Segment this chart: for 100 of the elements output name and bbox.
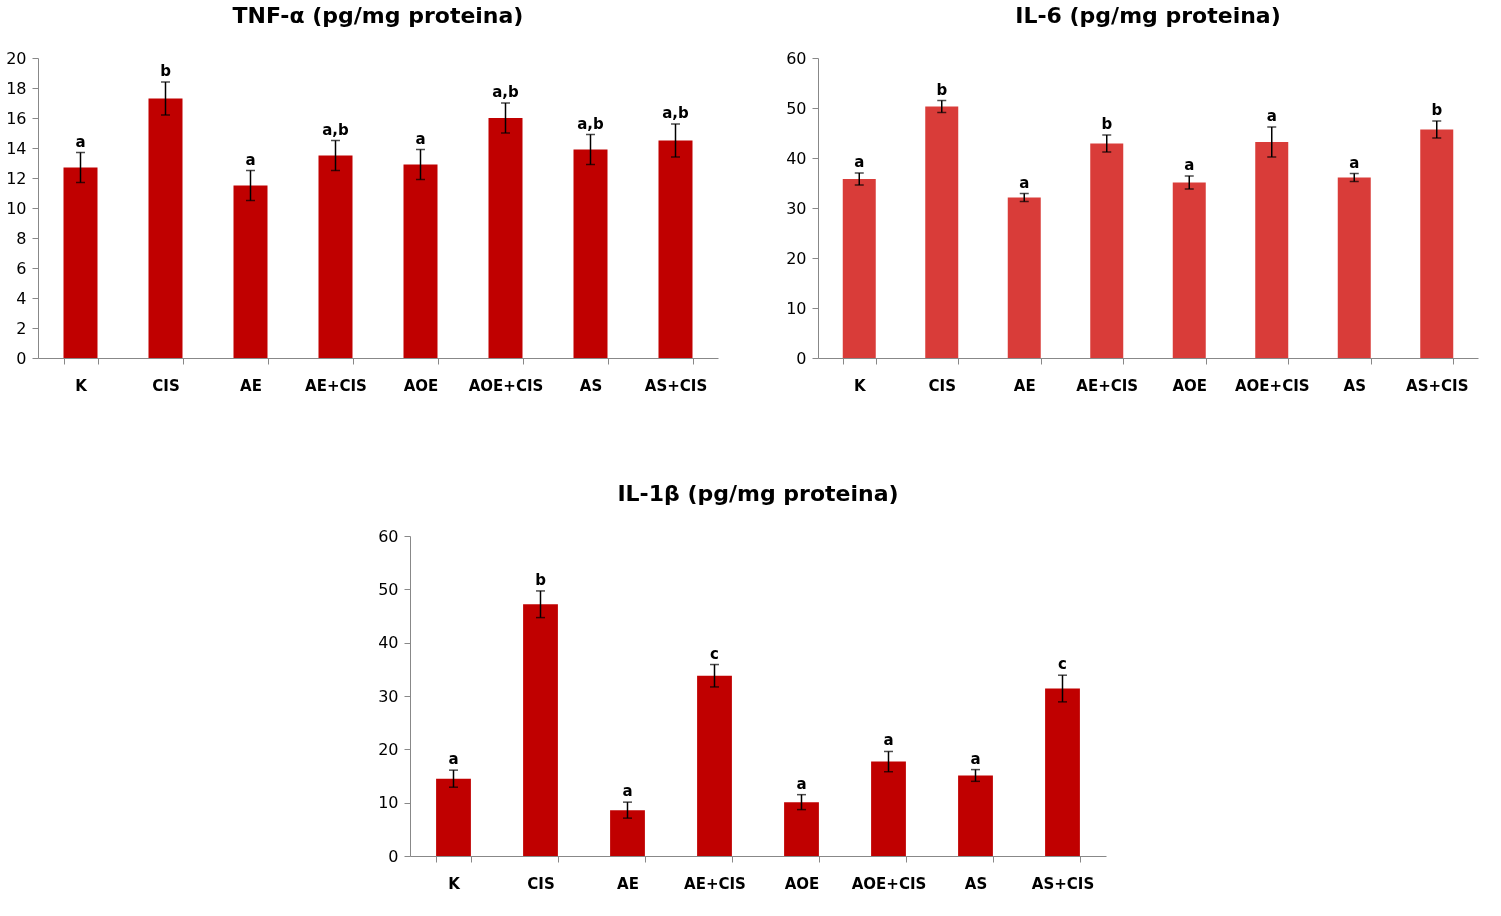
x-tick-label: AE+CIS bbox=[684, 874, 746, 893]
annotation: a bbox=[970, 749, 981, 768]
x-tick-label: AE bbox=[240, 376, 262, 395]
x-tick-label: AS bbox=[579, 376, 603, 395]
x-tick-label: AOE+CIS bbox=[851, 874, 927, 893]
y-tick-label: 14 bbox=[6, 138, 27, 158]
annotation: a bbox=[415, 129, 426, 148]
x-tick-label: CIS bbox=[527, 874, 555, 893]
bar bbox=[488, 118, 523, 358]
x-tick-label: AS+CIS bbox=[1031, 874, 1095, 893]
y-tick-label: 30 bbox=[378, 686, 399, 706]
annotation: a bbox=[245, 150, 256, 169]
y-tick-label: 8 bbox=[16, 228, 27, 248]
bar bbox=[1255, 142, 1289, 358]
bar bbox=[523, 604, 558, 856]
bar bbox=[1007, 197, 1041, 358]
x-tick-label: K bbox=[448, 874, 462, 893]
bar bbox=[784, 802, 819, 856]
y-tick-label: 2 bbox=[16, 318, 27, 338]
bar bbox=[1337, 177, 1371, 358]
annotation: c bbox=[1058, 655, 1067, 674]
annotation: a bbox=[883, 731, 894, 750]
bar bbox=[925, 106, 959, 358]
x-tick-label: AS bbox=[964, 874, 988, 893]
x-tick-label: AS bbox=[1343, 376, 1366, 395]
y-tick-label: 18 bbox=[6, 78, 27, 98]
x-tick-label: AOE bbox=[403, 376, 439, 395]
annotation: b bbox=[936, 80, 948, 99]
x-tick-label: AE bbox=[617, 874, 639, 893]
annotation: a bbox=[622, 782, 633, 801]
bar bbox=[573, 149, 608, 358]
y-tick-label: 10 bbox=[6, 198, 27, 218]
annotation: a bbox=[448, 750, 459, 769]
y-tick-label: 40 bbox=[786, 148, 807, 168]
bar bbox=[1420, 129, 1454, 358]
chart-title: IL-1β (pg/mg proteina) bbox=[617, 481, 899, 506]
bar bbox=[842, 179, 876, 358]
y-tick-label: 50 bbox=[378, 579, 399, 599]
annotation: a bbox=[1019, 173, 1030, 192]
y-tick-label: 6 bbox=[16, 258, 27, 278]
y-tick-label: 12 bbox=[6, 168, 27, 188]
x-tick-label: AE bbox=[1013, 376, 1036, 395]
annotation: b bbox=[1431, 101, 1443, 119]
x-tick-label: AOE bbox=[1172, 376, 1208, 395]
x-tick-label: K bbox=[853, 376, 867, 395]
bar bbox=[63, 167, 98, 358]
bar bbox=[233, 185, 268, 358]
x-tick-label: AE+CIS bbox=[305, 376, 367, 395]
y-tick-label: 0 bbox=[388, 846, 399, 866]
y-tick-label: 20 bbox=[786, 248, 807, 268]
y-tick-label: 20 bbox=[378, 739, 399, 759]
bar bbox=[958, 775, 993, 856]
bar bbox=[658, 140, 693, 358]
annotation: b bbox=[160, 62, 172, 80]
y-tick-label: 16 bbox=[6, 108, 27, 128]
bar bbox=[610, 810, 645, 856]
annotation: a,b bbox=[492, 83, 520, 101]
bar bbox=[318, 155, 353, 358]
x-tick-label: AOE+CIS bbox=[468, 376, 544, 395]
bar bbox=[1172, 182, 1206, 358]
annotation: c bbox=[710, 644, 719, 663]
x-tick-label: CIS bbox=[928, 376, 956, 395]
x-tick-label: AOE+CIS bbox=[1234, 376, 1310, 395]
y-tick-label: 20 bbox=[6, 48, 27, 68]
annotation: a bbox=[75, 132, 86, 151]
y-tick-label: 60 bbox=[378, 526, 399, 546]
y-tick-label: 40 bbox=[378, 633, 399, 653]
y-tick-label: 50 bbox=[786, 98, 807, 118]
x-tick-label: CIS bbox=[152, 376, 180, 395]
chart-title: TNF-α (pg/mg proteina) bbox=[232, 3, 524, 28]
bar bbox=[871, 761, 906, 856]
annotation: a,b bbox=[662, 104, 690, 122]
y-tick-label: 0 bbox=[796, 348, 807, 368]
annotation: b bbox=[1101, 115, 1113, 133]
annotation: a bbox=[854, 153, 865, 171]
annotation: a bbox=[1349, 153, 1360, 172]
annotation: a bbox=[1184, 156, 1195, 174]
bar bbox=[1045, 688, 1080, 856]
chart-title: IL-6 (pg/mg proteina) bbox=[1015, 3, 1281, 28]
bar bbox=[403, 164, 438, 358]
annotation: b bbox=[535, 570, 547, 589]
x-tick-label: K bbox=[75, 376, 89, 395]
y-tick-label: 4 bbox=[16, 288, 27, 308]
x-tick-label: AE+CIS bbox=[1076, 376, 1139, 395]
x-tick-label: AS+CIS bbox=[644, 376, 708, 395]
x-tick-label: AS+CIS bbox=[1406, 376, 1469, 395]
y-tick-label: 60 bbox=[786, 48, 807, 68]
y-tick-label: 30 bbox=[786, 198, 807, 218]
y-tick-label: 10 bbox=[786, 298, 807, 318]
bar bbox=[697, 675, 732, 856]
annotation: a,b bbox=[577, 114, 605, 133]
annotation: a,b bbox=[322, 120, 350, 139]
annotation: a bbox=[1266, 107, 1277, 125]
bar bbox=[148, 98, 183, 358]
annotation: a bbox=[796, 774, 807, 793]
bar bbox=[436, 778, 471, 856]
y-tick-label: 10 bbox=[378, 793, 399, 813]
y-tick-label: 0 bbox=[16, 348, 27, 368]
bar bbox=[1090, 143, 1124, 358]
x-tick-label: AOE bbox=[784, 874, 820, 893]
